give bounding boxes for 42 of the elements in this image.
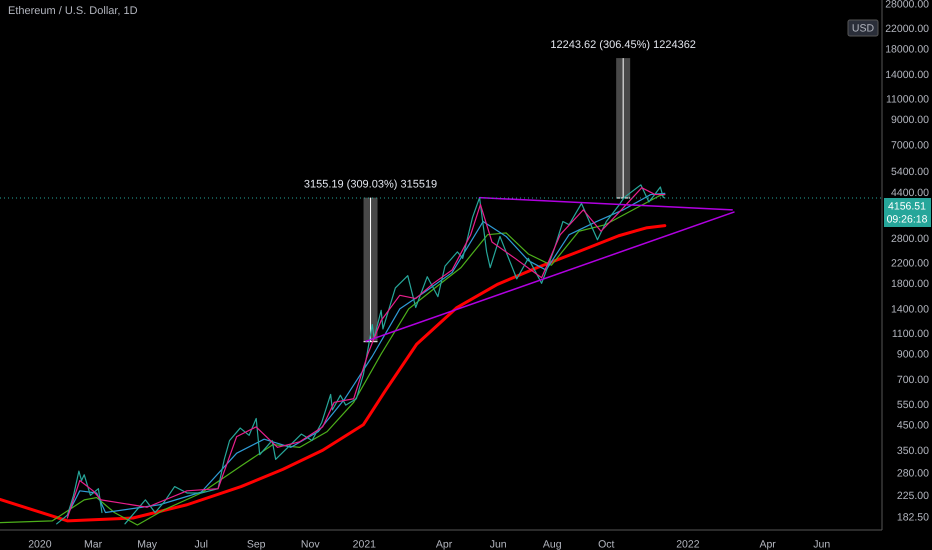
annotation: 12243.62 (306.45%) 1224362 — [550, 39, 696, 52]
x-tick-label: Sep — [246, 538, 266, 550]
y-tick-label: 5400.00 — [891, 166, 930, 178]
y-tick-label: 18000.00 — [885, 43, 930, 56]
y-tick-label: 182.50 — [896, 511, 930, 524]
x-tick-label: Jun — [490, 538, 507, 550]
y-tick-label: 7000.00 — [891, 140, 930, 152]
y-tick-label: 225.00 — [896, 490, 930, 502]
x-tick-label: Apr — [436, 538, 453, 550]
x-tick-label: Apr — [759, 538, 776, 550]
x-tick-label: 2021 — [352, 538, 376, 550]
chart-title: Ethereum / U.S. Dollar, 1D — [8, 5, 138, 17]
y-tick-label: 700.00 — [896, 374, 930, 386]
annotation: USD — [852, 22, 874, 35]
y-tick-label: 550.00 — [896, 398, 930, 411]
y-tick-label: 2200.00 — [891, 258, 930, 270]
y-tick-label: 280.00 — [896, 468, 930, 480]
annotation: 3155.19 (309.03%) 315519 — [304, 178, 438, 191]
y-tick-label: 450.00 — [896, 419, 930, 432]
y-tick-label: 1400.00 — [891, 304, 930, 316]
x-tick-label: 2022 — [676, 538, 700, 550]
y-tick-label: 1100.00 — [892, 328, 930, 340]
x-tick-label: Mar — [84, 538, 103, 550]
y-tick-label: 11000.00 — [886, 93, 930, 106]
text: 09:26:18 — [886, 214, 928, 226]
x-tick-label: Oct — [598, 538, 615, 550]
x-tick-label: Aug — [542, 538, 562, 550]
y-tick-label: 900.00 — [896, 348, 930, 361]
y-tick-label: 2800.00 — [891, 232, 930, 245]
x-tick-label: Jun — [813, 538, 830, 550]
x-tick-label: Jul — [194, 538, 208, 550]
ref-line-label: 4156.51 — [888, 200, 926, 213]
y-tick-label: 4400.00 — [891, 186, 930, 199]
y-tick-label: 22000.00 — [885, 22, 930, 35]
y-tick-label: 14000.00 — [885, 68, 930, 81]
y-tick-label: 350.00 — [896, 444, 930, 457]
y-tick-label: 1800.00 — [891, 278, 930, 290]
x-tick-label: Nov — [300, 538, 320, 550]
x-tick-label: 2020 — [28, 538, 52, 550]
y-tick-label: 28000.00 — [885, 0, 930, 10]
x-tick-label: May — [137, 538, 158, 550]
y-tick-label: 9000.00 — [891, 114, 930, 126]
